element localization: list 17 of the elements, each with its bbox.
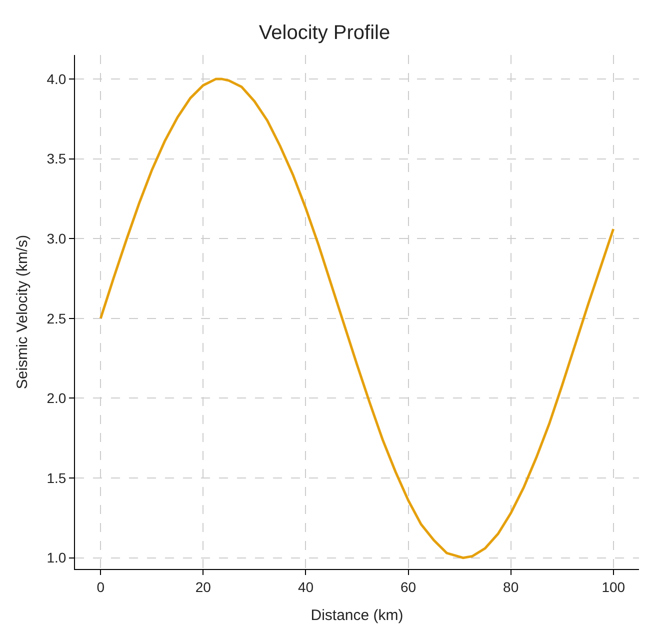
y-tick-label: 4.0 (46, 70, 66, 87)
x-tick-label: 100 (602, 578, 626, 595)
x-tick-label: 60 (400, 578, 416, 595)
y-tick-label: 2.0 (46, 390, 66, 406)
x-tick-label: 40 (298, 578, 314, 595)
x-tick-label: 80 (503, 578, 519, 595)
y-tick-label: 2.5 (46, 310, 66, 326)
y-tick-label: 3.0 (46, 230, 66, 246)
y-tick-label: 3.5 (46, 150, 66, 167)
x-axis-title: Distance (km) (310, 606, 404, 624)
x-tick-label: 0 (96, 578, 105, 595)
y-tick-label: 1.5 (46, 470, 66, 486)
x-tick-label: 20 (195, 578, 212, 595)
y-axis-title: Seismic Velocity (km/s) (14, 234, 31, 390)
chart-title: Velocity Profile (258, 22, 390, 44)
y-tick-label: 1.0 (46, 550, 66, 566)
line-series (99, 78, 615, 560)
